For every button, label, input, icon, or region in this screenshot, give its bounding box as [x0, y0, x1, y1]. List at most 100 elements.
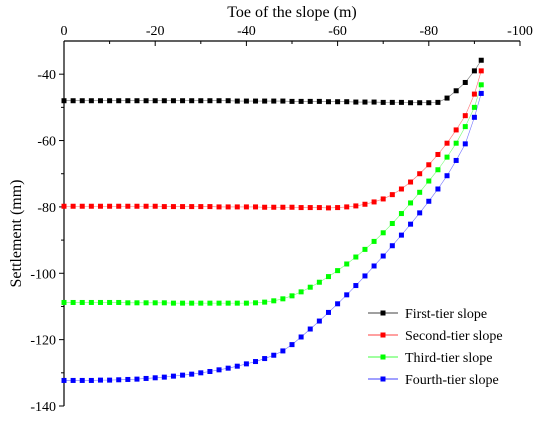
- x-tick-label: -40: [237, 24, 256, 39]
- series-2: [61, 68, 484, 211]
- data-point: [426, 100, 432, 106]
- data-point: [107, 299, 113, 305]
- data-point: [79, 203, 85, 209]
- data-point: [408, 200, 414, 206]
- data-point: [398, 232, 404, 238]
- data-point: [408, 179, 414, 185]
- x-tick-label: 0: [61, 24, 68, 39]
- data-point: [88, 377, 94, 383]
- data-point: [426, 198, 432, 204]
- data-point: [271, 298, 277, 304]
- data-point: [280, 204, 286, 210]
- data-point: [307, 326, 313, 332]
- data-point: [471, 68, 477, 74]
- data-point: [143, 203, 149, 209]
- data-point: [478, 90, 484, 96]
- data-point: [344, 261, 350, 267]
- data-point: [435, 186, 441, 192]
- data-point: [125, 98, 131, 104]
- data-point: [362, 99, 368, 105]
- data-point: [234, 363, 240, 369]
- data-point: [353, 283, 359, 289]
- data-point: [116, 98, 122, 104]
- data-point: [125, 203, 131, 209]
- data-point: [462, 141, 468, 147]
- data-point: [61, 98, 67, 104]
- data-point: [234, 300, 240, 306]
- data-point: [88, 299, 94, 305]
- x-tick-label: -20: [146, 24, 165, 39]
- data-point: [435, 167, 441, 173]
- data-point: [371, 99, 377, 105]
- legend-marker: [380, 376, 386, 382]
- data-point: [143, 375, 149, 381]
- data-point: [307, 205, 313, 211]
- data-point: [453, 88, 459, 94]
- data-point: [216, 98, 222, 104]
- data-point: [189, 300, 195, 306]
- data-point: [88, 98, 94, 104]
- data-point: [371, 238, 377, 244]
- data-point: [371, 199, 377, 205]
- data-point: [408, 100, 414, 106]
- data-point: [353, 203, 359, 209]
- data-point: [116, 299, 122, 305]
- legend-marker: [380, 310, 386, 316]
- data-point: [79, 377, 85, 383]
- data-point: [444, 173, 450, 179]
- data-point: [344, 99, 350, 105]
- data-point: [280, 348, 286, 354]
- series-4: [61, 90, 484, 383]
- x-tick-label: -60: [328, 24, 347, 39]
- data-point: [61, 203, 67, 209]
- data-point: [70, 203, 76, 209]
- data-point: [462, 124, 468, 130]
- data-point: [298, 205, 304, 211]
- data-point: [170, 373, 176, 379]
- data-point: [198, 204, 204, 210]
- data-point: [325, 99, 331, 105]
- data-point: [161, 300, 167, 306]
- data-point: [353, 254, 359, 260]
- data-point: [216, 204, 222, 210]
- data-point: [298, 98, 304, 104]
- data-point: [161, 204, 167, 210]
- data-point: [362, 201, 368, 207]
- data-point: [61, 377, 67, 383]
- data-point: [243, 204, 249, 210]
- data-point: [170, 98, 176, 104]
- data-point: [380, 230, 386, 236]
- data-point: [335, 268, 341, 274]
- axes: 0 -20 -40 -60 -80 -100 -40 -60 -80 -100 -120 -140 To…: [8, 4, 533, 415]
- data-point: [170, 300, 176, 306]
- data-point: [307, 98, 313, 104]
- x-tick-label: -80: [419, 24, 438, 39]
- data-point: [417, 210, 423, 216]
- data-point: [70, 98, 76, 104]
- data-point: [180, 98, 186, 104]
- legend-label: First-tier slope: [405, 307, 487, 322]
- data-point: [143, 300, 149, 306]
- data-point: [97, 377, 103, 383]
- data-point: [262, 299, 268, 305]
- data-point: [380, 99, 386, 105]
- data-point: [398, 186, 404, 192]
- data-point: [116, 377, 122, 383]
- data-point: [471, 104, 477, 110]
- y-tick-label: -40: [37, 68, 56, 83]
- data-point: [344, 292, 350, 298]
- data-point: [134, 203, 140, 209]
- data-point: [462, 79, 468, 85]
- data-point: [444, 154, 450, 160]
- data-point: [107, 203, 113, 209]
- data-point: [143, 98, 149, 104]
- data-point: [325, 309, 331, 315]
- data-point: [353, 99, 359, 105]
- legend-marker: [380, 354, 386, 360]
- series-line: [64, 60, 482, 104]
- data-point: [198, 300, 204, 306]
- data-point: [262, 98, 268, 104]
- data-point: [97, 203, 103, 209]
- data-point: [207, 368, 213, 374]
